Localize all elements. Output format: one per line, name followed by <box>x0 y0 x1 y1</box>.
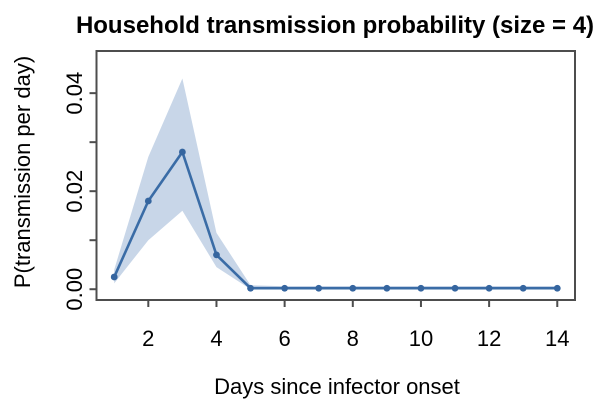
data-points <box>110 148 561 292</box>
data-point <box>247 284 254 292</box>
confidence-band <box>114 78 558 290</box>
x-tick-label: 14 <box>545 326 569 351</box>
y-tick-label: 0.00 <box>62 268 87 311</box>
x-tick-label: 8 <box>347 326 359 351</box>
data-point <box>485 284 493 292</box>
y-tick-labels: 0.00 0.02 0.04 <box>62 72 87 311</box>
x-axis-label: Days since infector onset <box>214 374 460 399</box>
data-point <box>178 148 186 156</box>
x-tick-label: 6 <box>279 326 291 351</box>
x-axis-ticks <box>147 300 559 307</box>
x-tick-label: 10 <box>409 326 433 351</box>
x-tick-label: 2 <box>142 326 154 351</box>
data-point <box>144 197 152 205</box>
data-point <box>315 284 323 292</box>
data-point <box>349 284 357 292</box>
data-point <box>281 284 289 292</box>
y-tick-label: 0.02 <box>62 170 87 213</box>
x-tick-label: 4 <box>210 326 222 351</box>
mean-line <box>112 150 559 290</box>
y-tick-label: 0.04 <box>62 72 87 115</box>
y-axis-ticks <box>89 92 97 291</box>
data-point <box>110 273 118 281</box>
data-point <box>553 284 561 292</box>
x-tick-label: 12 <box>477 326 501 351</box>
y-axis-label: P(transmission per day) <box>10 56 35 288</box>
data-point <box>383 284 391 292</box>
x-tick-labels: 2 4 6 8 10 12 14 <box>142 326 569 351</box>
plot-frame <box>95 50 576 301</box>
data-point <box>417 284 425 292</box>
data-point <box>213 251 220 259</box>
data-point <box>451 284 459 292</box>
chart-title: Household transmission probability (size… <box>76 12 594 39</box>
data-point <box>519 284 527 292</box>
